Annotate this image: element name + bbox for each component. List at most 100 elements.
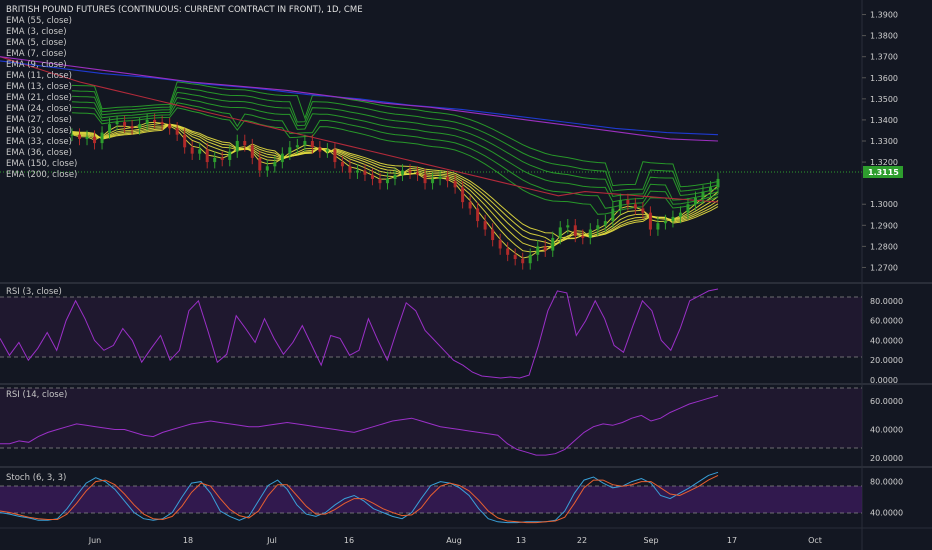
candle-body: [198, 149, 202, 154]
rsi14-axis: 60.0000 40.0000 20.0000: [870, 397, 903, 463]
candle-body: [250, 145, 254, 158]
candle-body: [686, 204, 690, 213]
candle-body: [160, 122, 164, 125]
ema-ribbon-line: [71, 96, 719, 203]
candle-body: [663, 221, 667, 224]
time-tick-label: Sep: [643, 536, 658, 545]
candle-body: [633, 204, 637, 209]
stoch-band: [0, 486, 862, 513]
candle-body: [423, 174, 427, 184]
rsi3-band: [0, 297, 862, 357]
candle-body: [303, 141, 307, 146]
legend-item: EMA (36, close): [6, 148, 72, 158]
price-tick-label: 1.3200: [870, 158, 898, 167]
ema-ribbon-line: [71, 81, 719, 188]
candle-body: [385, 178, 389, 184]
chart-title: BRITISH POUND FUTURES (CONTINUOUS: CURRE…: [6, 5, 363, 15]
indicator-tick-label: 40.0000: [870, 426, 903, 435]
candle-body: [581, 235, 585, 238]
candle-body: [513, 254, 517, 260]
candle-body: [138, 124, 142, 129]
candle-body: [431, 178, 435, 184]
candle-body: [378, 178, 382, 184]
legend-item: EMA (3, close): [6, 27, 67, 37]
last-price-label: 1.3115: [868, 168, 899, 177]
time-tick-label: Aug: [446, 536, 462, 545]
candle-body: [370, 174, 374, 179]
rsi14-band: [0, 388, 862, 448]
candle-body: [498, 240, 502, 249]
legend-item: EMA (13, close): [6, 82, 72, 92]
rsi14-series: [0, 395, 719, 456]
candle-body: [190, 147, 194, 154]
candle-body: [648, 212, 652, 230]
price-tick-label: 1.2800: [870, 242, 898, 251]
ema-line: [0, 56, 719, 203]
candle-body: [693, 197, 697, 205]
ema-ribbon-line: [71, 91, 719, 197]
ema-line: [0, 60, 719, 136]
stoch-d-line: [0, 474, 719, 524]
candle-body: [355, 170, 359, 173]
price-tick-label: 1.3900: [870, 11, 898, 20]
candle-body: [603, 221, 607, 226]
ema-line: [0, 56, 719, 142]
price-tick-label: 1.3000: [870, 200, 898, 209]
candle-body: [78, 134, 82, 139]
candle-body: [108, 124, 112, 133]
candle-body: [280, 153, 284, 163]
candle-body: [100, 132, 104, 144]
candle-body: [145, 119, 149, 125]
candle-body: [588, 229, 592, 238]
candle-body: [70, 134, 74, 136]
candle-body: [438, 176, 442, 179]
candle-body: [678, 212, 682, 217]
rsi3-series: [0, 288, 719, 379]
candle-body: [551, 237, 555, 251]
stoch-axis: 80.0000 40.0000: [870, 478, 903, 518]
legend-item: EMA (7, close): [6, 49, 67, 59]
indicator-tick-label: 40.0000: [870, 336, 903, 345]
price-tick-label: 1.3600: [870, 74, 898, 83]
candle-body: [708, 187, 712, 192]
candle-body: [701, 191, 705, 198]
candle-body: [528, 254, 532, 264]
candle-body: [310, 141, 314, 148]
candle-body: [265, 166, 269, 171]
indicator-tick-label: 20.0000: [870, 454, 903, 463]
candle-body: [468, 202, 472, 209]
candle-body: [340, 162, 344, 167]
candle-body: [295, 145, 299, 148]
indicator-tick-label: 0.0000: [870, 376, 898, 385]
legend-item: EMA (150, close): [6, 159, 77, 169]
ema-ribbon-line: [71, 123, 719, 239]
price-axis[interactable]: 1.3900 1.3800 1.3700 1.3600 1.3500 1.3400 1.33…: [862, 11, 898, 273]
candle-body: [416, 172, 420, 175]
candle-body: [243, 141, 247, 146]
candle-body: [536, 246, 540, 255]
candle-body: [483, 221, 487, 230]
candle-body: [671, 216, 675, 222]
candle-body: [521, 259, 525, 264]
candle-body: [333, 149, 337, 163]
candle-body: [558, 227, 562, 238]
indicator-tick-label: 80.0000: [870, 478, 903, 487]
candle-body: [401, 170, 405, 175]
candle-body: [461, 187, 465, 203]
candle-body: [566, 225, 570, 228]
time-tick-label: 13: [516, 536, 526, 545]
price-tick-label: 1.3800: [870, 32, 898, 41]
rsi14-title: RSI (14, close): [6, 390, 67, 400]
candle-body: [348, 166, 352, 173]
time-axis[interactable]: Jun 18 Jul 16 Aug 13 22 Sep 17 Oct: [88, 536, 822, 545]
candle-body: [618, 200, 622, 209]
price-tick-label: 1.3300: [870, 137, 898, 146]
ema-ribbon-line: [71, 86, 719, 192]
candle-body: [626, 200, 630, 205]
candle-body: [235, 141, 239, 152]
candle-body: [641, 208, 645, 213]
candle-body: [273, 162, 277, 167]
legend-item: EMA (5, close): [6, 38, 67, 48]
candle-body: [573, 225, 577, 236]
